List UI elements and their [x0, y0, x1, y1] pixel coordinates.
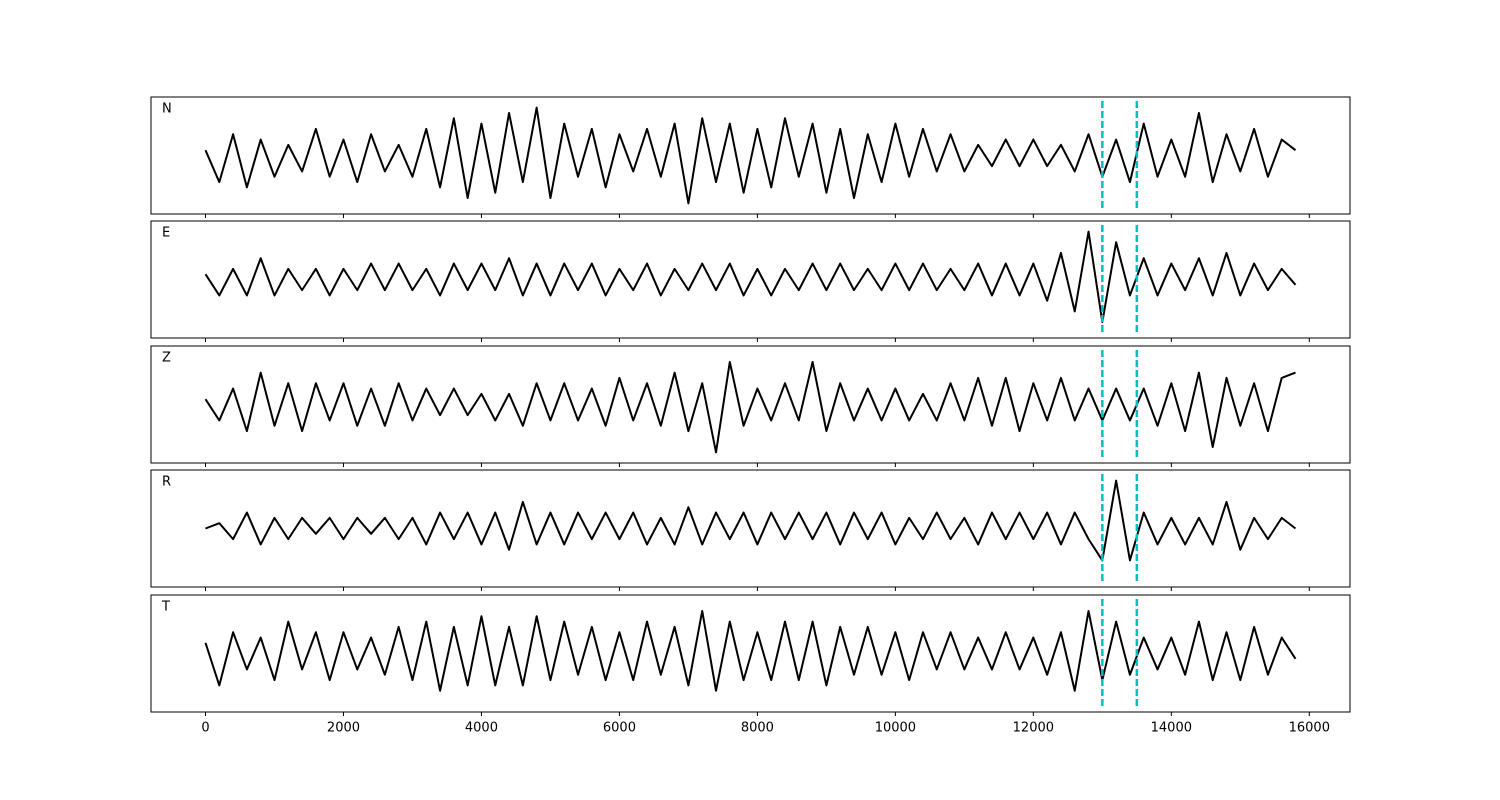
trace	[204, 609, 1297, 692]
panel-frame	[150, 96, 1351, 215]
x-tick-label: 6000	[603, 721, 636, 736]
x-tick-label: 4000	[465, 721, 498, 736]
trace	[204, 360, 1296, 454]
x-tick-label: 2000	[327, 721, 360, 736]
panel-label: T	[161, 600, 170, 615]
x-tick-label: 0	[201, 721, 209, 736]
x-tick-label: 12000	[1013, 721, 1054, 736]
panel-frame	[150, 220, 1351, 339]
panel-frame	[150, 345, 1351, 464]
x-tick-label: 14000	[1151, 721, 1192, 736]
panel-frame	[150, 594, 1351, 713]
trace	[204, 230, 1297, 324]
x-tick-label: 10000	[875, 721, 916, 736]
x-tick-label: 16000	[1289, 721, 1330, 736]
panel-label: R	[162, 475, 171, 490]
x-tick-label: 8000	[741, 721, 774, 736]
panel-label: E	[162, 226, 170, 241]
panel-frame	[150, 469, 1351, 588]
trace	[204, 106, 1297, 205]
trace	[205, 479, 1297, 562]
panel-label: N	[162, 102, 172, 117]
panel-label: Z	[162, 351, 171, 366]
